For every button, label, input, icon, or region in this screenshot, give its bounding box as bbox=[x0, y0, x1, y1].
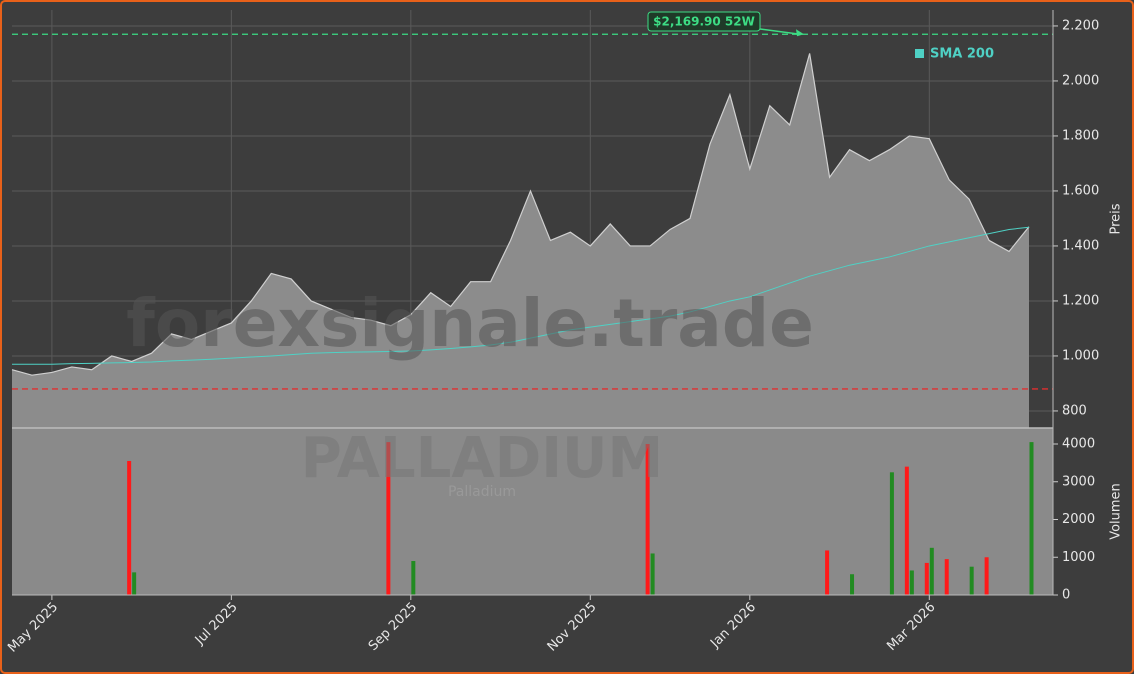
volume-bar bbox=[889, 472, 894, 595]
volume-bar bbox=[650, 553, 655, 595]
volume-bar bbox=[825, 550, 830, 595]
volume-bar bbox=[132, 572, 137, 595]
y-axis-label: Volumen bbox=[1109, 483, 1124, 540]
y-tick-label: 800 bbox=[1062, 403, 1087, 418]
watermark-name: PALLADIUM bbox=[301, 426, 663, 491]
legend-swatch bbox=[915, 49, 924, 58]
y-tick-label: 1.200 bbox=[1062, 293, 1099, 308]
volume-bar bbox=[909, 570, 914, 595]
watermark-site: forexsignale.trade bbox=[126, 285, 814, 362]
high-arrowhead bbox=[796, 29, 804, 37]
volume-bar bbox=[1029, 442, 1034, 595]
y-axis-label: Preis bbox=[1109, 203, 1124, 234]
watermark-subtitle: Palladium bbox=[448, 484, 516, 500]
volume-bar bbox=[850, 574, 855, 595]
y-tick-label: 0 bbox=[1062, 588, 1070, 603]
price-area bbox=[12, 53, 1029, 428]
volume-bar bbox=[386, 442, 391, 595]
volume-bar bbox=[127, 460, 132, 595]
volume-bar bbox=[944, 559, 949, 595]
volume-panel bbox=[12, 428, 1053, 595]
y-tick-label: 4000 bbox=[1062, 437, 1095, 452]
y-tick-label: 1000 bbox=[1062, 550, 1095, 565]
y-tick-label: 1.400 bbox=[1062, 238, 1099, 253]
sma-line bbox=[12, 226, 1030, 365]
volume-bar bbox=[645, 444, 650, 595]
volume-bar bbox=[929, 547, 934, 595]
y-tick-label: 3000 bbox=[1062, 474, 1095, 489]
volume-bar bbox=[411, 561, 416, 595]
high-label: $2,169.90 52W bbox=[653, 15, 755, 29]
y-tick-label: 2000 bbox=[1062, 512, 1095, 527]
y-tick-label: 1.600 bbox=[1062, 183, 1099, 198]
volume-bar bbox=[969, 566, 974, 595]
volume-bar bbox=[904, 466, 909, 595]
high-arrow bbox=[759, 28, 801, 35]
y-tick-label: 1.800 bbox=[1062, 128, 1099, 143]
legend-label: SMA 200 bbox=[930, 47, 994, 62]
price-line bbox=[11, 53, 1030, 376]
volume-bar bbox=[924, 562, 929, 595]
high-label-box bbox=[647, 11, 761, 32]
y-tick-label: 2.000 bbox=[1062, 73, 1099, 88]
y-tick-label: 1.000 bbox=[1062, 348, 1099, 363]
volume-bar bbox=[984, 557, 989, 595]
y-tick-label: 2.200 bbox=[1062, 18, 1099, 33]
